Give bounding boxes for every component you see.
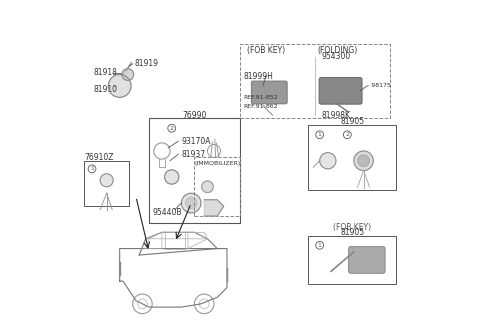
Text: (FOLDING): (FOLDING) xyxy=(318,46,358,55)
Text: 2: 2 xyxy=(170,126,174,131)
Text: 2: 2 xyxy=(345,132,349,137)
FancyBboxPatch shape xyxy=(252,81,287,104)
FancyBboxPatch shape xyxy=(319,77,362,104)
Text: 95440B: 95440B xyxy=(152,208,182,217)
Text: 81998K: 81998K xyxy=(321,111,350,120)
Text: 76910Z: 76910Z xyxy=(84,153,113,162)
Circle shape xyxy=(181,193,201,213)
Circle shape xyxy=(165,170,179,184)
FancyBboxPatch shape xyxy=(348,247,385,273)
Circle shape xyxy=(185,197,197,209)
Polygon shape xyxy=(204,200,224,216)
Text: 954300: 954300 xyxy=(321,52,350,61)
Text: 76990: 76990 xyxy=(182,111,207,120)
Bar xyxy=(194,157,240,216)
Text: (FOB KEY): (FOB KEY) xyxy=(247,46,285,55)
Circle shape xyxy=(354,151,373,171)
Text: 81937: 81937 xyxy=(181,150,205,159)
Text: REF.91-852: REF.91-852 xyxy=(243,95,278,100)
Text: - 98175: - 98175 xyxy=(367,83,391,89)
Text: 1: 1 xyxy=(90,166,94,171)
Text: 81919: 81919 xyxy=(134,59,158,68)
Circle shape xyxy=(122,69,133,80)
Circle shape xyxy=(202,181,213,193)
Text: 81905: 81905 xyxy=(340,117,364,126)
Bar xyxy=(240,44,390,118)
Text: (FOB KEY): (FOB KEY) xyxy=(333,223,371,232)
Text: 81910: 81910 xyxy=(94,85,118,94)
Bar xyxy=(308,236,396,284)
Text: 81999H: 81999H xyxy=(243,72,273,81)
Circle shape xyxy=(108,74,131,97)
Circle shape xyxy=(100,174,113,187)
Text: 1: 1 xyxy=(318,243,322,248)
Text: REF.91-862: REF.91-862 xyxy=(243,104,278,109)
Text: 93170A: 93170A xyxy=(181,137,211,146)
Circle shape xyxy=(358,155,370,167)
Bar xyxy=(308,125,396,190)
Text: 1: 1 xyxy=(318,132,322,137)
Circle shape xyxy=(320,153,336,169)
Text: 81905: 81905 xyxy=(340,228,364,237)
Text: 81918: 81918 xyxy=(94,69,118,77)
Bar xyxy=(84,161,130,206)
Text: (IMMOBILIZER): (IMMOBILIZER) xyxy=(194,161,240,167)
Bar xyxy=(149,118,240,222)
